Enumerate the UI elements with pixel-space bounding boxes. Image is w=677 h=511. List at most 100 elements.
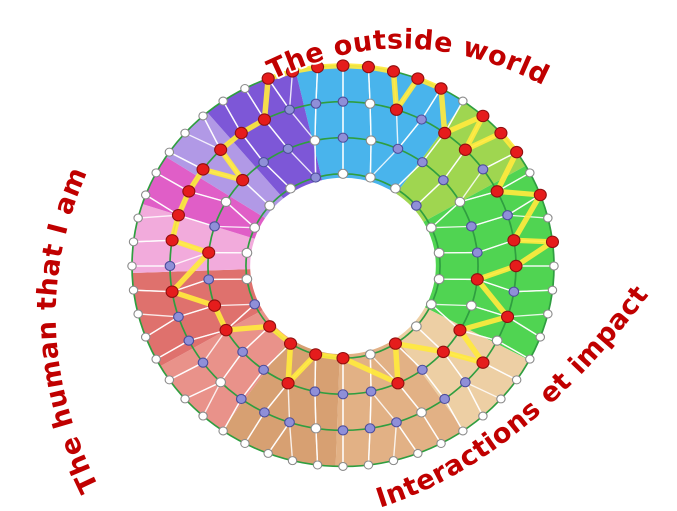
mesh-line — [263, 161, 292, 189]
node-plain — [180, 128, 190, 138]
node-accent — [471, 247, 483, 258]
node-accent — [164, 260, 176, 272]
node-plain — [140, 332, 151, 342]
mesh-line — [369, 140, 372, 178]
node-plain — [264, 200, 275, 211]
node-accent — [502, 210, 513, 221]
node-accent — [235, 393, 247, 405]
node-highlight — [458, 143, 472, 156]
node-plain — [240, 438, 250, 449]
node-highlight — [263, 320, 277, 333]
node-accent — [417, 157, 428, 168]
node-accent — [438, 175, 449, 186]
node-accent — [337, 389, 349, 400]
node-plain — [525, 354, 535, 364]
mesh-line — [288, 109, 316, 141]
node-accent — [466, 221, 477, 232]
node-accent — [411, 200, 422, 211]
node-plain — [338, 461, 348, 471]
sector-red — [132, 269, 263, 367]
node-highlight — [436, 345, 450, 359]
node-highlight — [361, 60, 375, 74]
node-highlight — [470, 273, 484, 286]
node-highlight — [490, 185, 504, 198]
node-highlight — [165, 234, 179, 247]
node-accent — [197, 357, 209, 368]
node-highlight — [311, 60, 325, 74]
node-plain — [413, 448, 423, 458]
node-highlight — [257, 113, 272, 126]
node-plain — [198, 111, 208, 121]
node-accent — [203, 274, 215, 285]
sector-purple — [207, 70, 323, 199]
node-plain — [309, 135, 321, 146]
sector-magenta — [142, 156, 266, 239]
node-plain — [151, 168, 161, 178]
mesh-line — [288, 422, 294, 461]
mesh-line — [367, 428, 371, 466]
mesh-line — [370, 391, 398, 423]
mesh-line — [220, 351, 244, 383]
node-plain — [433, 247, 445, 258]
node-plain — [411, 321, 422, 332]
node-highlight — [533, 188, 547, 202]
node-accent — [310, 98, 322, 109]
node-plain — [249, 222, 261, 233]
node-plain — [543, 309, 553, 319]
node-highlight — [411, 72, 425, 85]
node-plain — [511, 375, 522, 385]
mesh-line — [421, 369, 446, 400]
mesh-line — [507, 313, 548, 318]
node-highlight — [388, 337, 403, 350]
node-plain — [133, 213, 143, 223]
node-plain — [263, 448, 273, 458]
node-plain — [128, 237, 139, 247]
node-plain — [364, 172, 376, 183]
node-accent — [183, 335, 195, 346]
node-plain — [337, 168, 349, 179]
node-plain — [240, 83, 250, 94]
node-accent — [173, 311, 184, 322]
node-highlight — [507, 234, 521, 247]
mesh-line — [287, 148, 317, 178]
node-highlight — [386, 65, 401, 78]
node-plain — [466, 300, 477, 311]
node-accent — [237, 346, 248, 357]
mesh-line — [444, 398, 464, 432]
node-highlight — [261, 72, 275, 85]
node-highlight — [501, 310, 515, 324]
mesh-line — [287, 383, 291, 423]
node-accent — [282, 143, 294, 154]
node-highlight — [281, 376, 295, 390]
node-highlight — [494, 126, 508, 140]
node-accent — [310, 172, 322, 183]
node-accent — [392, 143, 404, 154]
mesh-line — [369, 391, 372, 429]
node-highlight — [202, 246, 216, 259]
node-plain — [416, 407, 427, 418]
label-human-that-i-am: The human that I am — [32, 163, 106, 498]
node-highlight — [391, 376, 405, 390]
node-highlight — [171, 208, 185, 222]
mesh-line — [496, 340, 531, 360]
mesh-line — [513, 289, 553, 293]
node-highlight — [476, 356, 490, 369]
mesh-line — [314, 391, 317, 429]
mesh-line — [222, 398, 242, 432]
mesh-line — [395, 109, 399, 149]
node-plain — [425, 299, 437, 310]
node-plain — [241, 274, 253, 285]
mesh-line — [155, 340, 190, 360]
sector-green-light — [396, 101, 526, 222]
mesh-line — [225, 303, 256, 331]
node-plain — [458, 96, 468, 106]
node-plain — [220, 196, 232, 207]
mesh-line — [145, 316, 179, 338]
mesh-line — [431, 303, 472, 307]
node-accent — [258, 364, 269, 375]
node-plain — [310, 423, 322, 434]
label-human-that-i-am-text: The human that I am — [30, 161, 107, 500]
node-highlight — [336, 351, 350, 365]
node-plain — [180, 394, 190, 404]
node-plain — [127, 261, 137, 271]
